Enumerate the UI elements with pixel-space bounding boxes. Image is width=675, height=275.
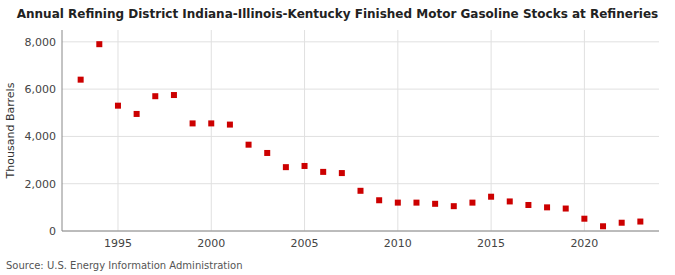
- source-note: Source: U.S. Energy Information Administ…: [6, 260, 243, 271]
- point: [190, 120, 196, 126]
- point: [78, 77, 84, 83]
- grid-line-x: [584, 30, 585, 231]
- point: [563, 206, 569, 212]
- y-tick-label: 4,000: [25, 130, 57, 143]
- point: [227, 122, 233, 128]
- point: [115, 103, 121, 109]
- x-axis-line: [62, 231, 659, 232]
- y-axis-label: Thousand Barrels: [4, 82, 17, 179]
- grid-line-x: [211, 30, 212, 231]
- x-tick-label: 2000: [197, 237, 225, 250]
- chart: Annual Refining District Indiana-Illinoi…: [0, 0, 675, 275]
- point: [358, 188, 364, 194]
- point: [283, 164, 289, 170]
- point: [171, 92, 177, 98]
- y-axis-line: [62, 30, 63, 231]
- grid-line-y: [62, 41, 659, 42]
- point: [152, 93, 158, 99]
- point: [264, 150, 270, 156]
- point: [376, 197, 382, 203]
- x-tick-label: 2010: [384, 237, 412, 250]
- marks: [78, 41, 644, 229]
- x-tick-label: 2020: [570, 237, 598, 250]
- grid-line-y: [62, 183, 659, 184]
- point: [507, 198, 513, 204]
- y-tick-label: 2,000: [25, 178, 57, 191]
- point: [544, 204, 550, 210]
- point: [320, 169, 326, 175]
- grid-line-y: [62, 231, 659, 232]
- point: [96, 41, 102, 47]
- grid-line-x: [304, 30, 305, 231]
- x-tick-label: 1995: [104, 237, 132, 250]
- point: [488, 194, 494, 200]
- y-tick-label: 0: [49, 225, 56, 238]
- point: [600, 223, 606, 229]
- point: [469, 200, 475, 206]
- y-tick-label: 8,000: [25, 36, 57, 49]
- point: [619, 220, 625, 226]
- x-tick-label: 2005: [291, 237, 319, 250]
- point: [637, 219, 643, 225]
- title: Annual Refining District Indiana-Illinoi…: [17, 7, 659, 21]
- grid-line-x: [117, 30, 118, 231]
- grid-line-x: [491, 30, 492, 231]
- point: [413, 200, 419, 206]
- y-tick-label: 6,000: [25, 83, 57, 96]
- grid-line-y: [62, 89, 659, 90]
- point: [208, 120, 214, 126]
- point: [246, 142, 252, 148]
- point: [525, 202, 531, 208]
- grid-line-y: [62, 136, 659, 137]
- point: [451, 203, 457, 209]
- point: [134, 111, 140, 117]
- x-tick-label: 2015: [477, 237, 505, 250]
- point: [581, 216, 587, 222]
- point: [395, 200, 401, 206]
- point: [339, 170, 345, 176]
- point: [302, 163, 308, 169]
- point: [432, 201, 438, 207]
- grid: [62, 30, 659, 231]
